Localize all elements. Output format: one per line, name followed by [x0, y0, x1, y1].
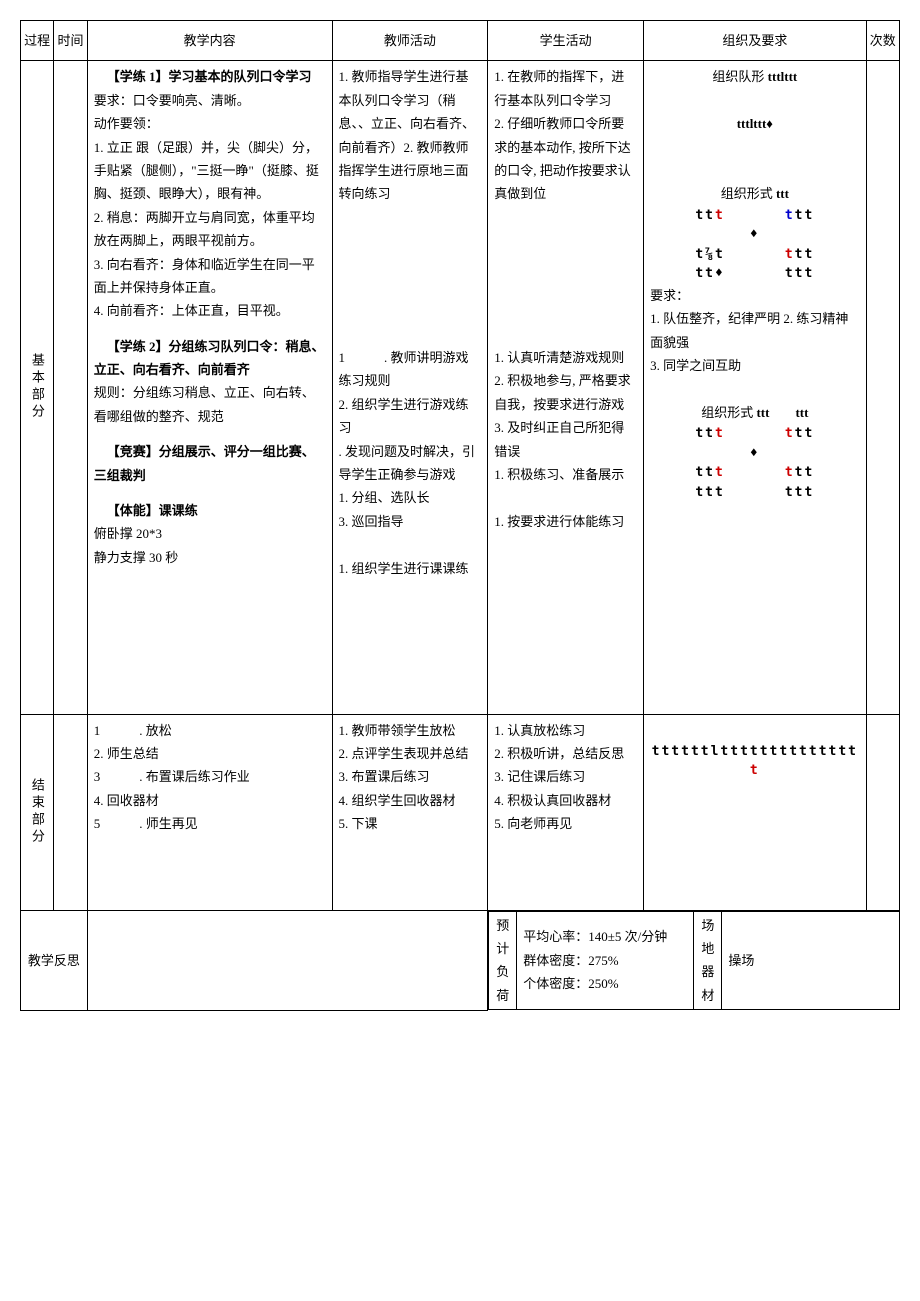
end-c2: 2. 师生总结	[94, 742, 326, 765]
block4-l2: 静力支撑 30 秒	[94, 546, 326, 569]
equip-value: 操场	[722, 911, 899, 1010]
header-org: 组织及要求	[644, 21, 867, 61]
formation2-label: 组织形式	[721, 186, 776, 201]
end-teacher: 1. 教师带领学生放松 2. 点评学生表现并总结 3. 布置课后练习 4. 组织…	[332, 714, 488, 910]
student-s3-5: 1. 按要求进行体能练习	[494, 510, 637, 533]
block1-points: 动作要领：	[94, 112, 326, 135]
main-content: 【学练 1】学习基本的队列口令学习 要求：口令要响亮、清晰。 动作要领： 1. …	[87, 61, 332, 714]
teacher-t2-2: 2. 组织学生进行游戏练习	[339, 393, 482, 440]
end-s5: 5. 向老师再见	[494, 812, 637, 835]
block1-p3: 3. 向右看齐：身体和临近学生在同一平面上并保持身体正直。	[94, 253, 326, 300]
load-label: 预计负荷	[489, 911, 517, 1010]
end-c5: 5 . 师生再见	[94, 812, 326, 835]
header-time: 时间	[54, 21, 87, 61]
end-t1: 1. 教师带领学生放松	[339, 719, 482, 742]
student-s2: 2. 仔细听教师口令所要求的基本动作, 按所下达的口令, 把动作按要求认真做到位	[494, 112, 637, 206]
end-c4: 4. 回收器材	[94, 789, 326, 812]
formation1-label: 组织队形	[712, 69, 764, 84]
load-1: 平均心率：140±5 次/分钟	[523, 925, 687, 948]
formation1-line1: tttlttt	[768, 69, 798, 84]
end-row: 结束部分 1 . 放松 2. 师生总结 3 . 布置课后练习作业 4. 回收器材…	[21, 714, 900, 910]
end-count	[866, 714, 899, 910]
header-student: 学生活动	[488, 21, 644, 61]
reflection-label: 教学反思	[21, 910, 88, 1010]
end-content: 1 . 放松 2. 师生总结 3 . 布置课后练习作业 4. 回收器材 5 . …	[87, 714, 332, 910]
end-formation: ttttttltttttttttttttt t	[650, 742, 860, 781]
end-c1: 1 . 放松	[94, 719, 326, 742]
bottom-row: 教学反思 预计负荷 平均心率：140±5 次/分钟 群体密度：275% 个体密度…	[21, 910, 900, 1010]
end-student: 1. 认真放松练习 2. 积极听讲，总结反思 3. 记住课后练习 4. 积极认真…	[488, 714, 644, 910]
load-2: 群体密度：275%	[523, 949, 687, 972]
teacher-t4: 1. 组织学生进行课课练	[339, 557, 482, 580]
end-org: ttttttltttttttttttttt t	[644, 714, 867, 910]
teacher-t2-1: 1 . 教师讲明游戏练习规则	[339, 346, 482, 393]
end-t3: 3. 布置课后练习	[339, 765, 482, 788]
block1-p2: 2. 稍息：两脚开立与肩同宽，体重平均放在两脚上，两眼平视前方。	[94, 206, 326, 253]
block4-title: 【体能】课课练	[107, 503, 198, 518]
formation2-grid: ttt ttt ♦ t⅞t ttt tt♦ ttt	[650, 206, 860, 284]
main-time	[54, 61, 87, 714]
end-label: 结束部分	[21, 714, 54, 910]
load-values: 平均心率：140±5 次/分钟 群体密度：275% 个体密度：250%	[517, 911, 694, 1010]
block1-req: 要求：口令要响亮、清晰。	[94, 89, 326, 112]
header-count: 次数	[866, 21, 899, 61]
block1-p4: 4. 向前看齐：上体正直，目平视。	[94, 299, 326, 322]
main-row: 基本部分 【学练 1】学习基本的队列口令学习 要求：口令要响亮、清晰。 动作要领…	[21, 61, 900, 714]
header-row: 过程 时间 教学内容 教师活动 学生活动 组织及要求 次数	[21, 21, 900, 61]
main-student: 1. 在教师的指挥下，进行基本队列口令学习 2. 仔细听教师口令所要求的基本动作…	[488, 61, 644, 714]
end-s3: 3. 记住课后练习	[494, 765, 637, 788]
main-label: 基本部分	[21, 61, 54, 714]
formation3-grid: ttt ttt ♦ ttt ttt ttt ttt	[650, 424, 860, 502]
load-3: 个体密度：250%	[523, 972, 687, 995]
teacher-t1: 1. 教师指导学生进行基本队列口令学习（稍息、、立正、向右看齐、向前看齐）2. …	[339, 65, 482, 205]
teacher-t2-4: 1. 分组、选队长	[339, 486, 482, 509]
org-req1: 1. 队伍整齐，纪律严明 2. 练习精神面貌强	[650, 307, 860, 354]
block1-p1: 1. 立正 跟（足跟）并，尖（脚尖）分，手贴紧（腿侧），"三挺一睁"（挺膝、挺胸…	[94, 136, 326, 206]
end-time	[54, 714, 87, 910]
end-s2: 2. 积极听讲，总结反思	[494, 742, 637, 765]
header-content: 教学内容	[87, 21, 332, 61]
main-org: 组织队形 tttlttt tttlttt♦ 组织形式 ttt ttt ttt ♦…	[644, 61, 867, 714]
end-s4: 4. 积极认真回收器材	[494, 789, 637, 812]
lesson-plan-table: 过程 时间 教学内容 教师活动 学生活动 组织及要求 次数 基本部分 【学练 1…	[20, 20, 900, 1011]
org-req-label: 要求：	[650, 284, 860, 307]
student-s3-1: 1. 认真听清楚游戏规则	[494, 346, 637, 369]
block3-title: 【竞赛】分组展示、评分一组比赛、三组裁判	[94, 444, 315, 482]
end-t4: 4. 组织学生回收器材	[339, 789, 482, 812]
block4-l1: 俯卧撑 20*3	[94, 522, 326, 545]
reflection-content	[87, 910, 488, 1010]
end-t2: 2. 点评学生表现并总结	[339, 742, 482, 765]
block2-title: 【学练 2】分组练习队列口令：稍息、立正、向右看齐、向前看齐	[94, 339, 325, 377]
student-s3-2: 2. 积极地参与, 严格要求自我，按要求进行游戏	[494, 369, 637, 416]
org-req3: 3. 同学之间互助	[650, 354, 860, 377]
student-s1: 1. 在教师的指挥下，进行基本队列口令学习	[494, 65, 637, 112]
teacher-t2-5: 3. 巡回指导	[339, 510, 482, 533]
block1-title: 【学练 1】学习基本的队列口令学习	[107, 69, 312, 84]
formation3-label: 组织形式	[701, 405, 756, 420]
end-s1: 1. 认真放松练习	[494, 719, 637, 742]
main-teacher: 1. 教师指导学生进行基本队列口令学习（稍息、、立正、向右看齐、向前看齐）2. …	[332, 61, 488, 714]
header-teacher: 教师活动	[332, 21, 488, 61]
main-count	[866, 61, 899, 714]
end-c3: 3 . 布置课后练习作业	[94, 765, 326, 788]
header-process: 过程	[21, 21, 54, 61]
equip-label: 场地器材	[694, 911, 722, 1010]
block2-rule: 规则：分组练习稍息、立正、向右转、看哪组做的整齐、规范	[94, 381, 326, 428]
student-s3-4: 1. 积极练习、准备展示	[494, 463, 637, 486]
formation1-line2: tttlttt♦	[650, 112, 860, 135]
student-s3-3: 3. 及时纠正自己所犯得错误	[494, 416, 637, 463]
teacher-t2-3: . 发现问题及时解决，引导学生正确参与游戏	[339, 440, 482, 487]
end-t5: 5. 下课	[339, 812, 482, 835]
